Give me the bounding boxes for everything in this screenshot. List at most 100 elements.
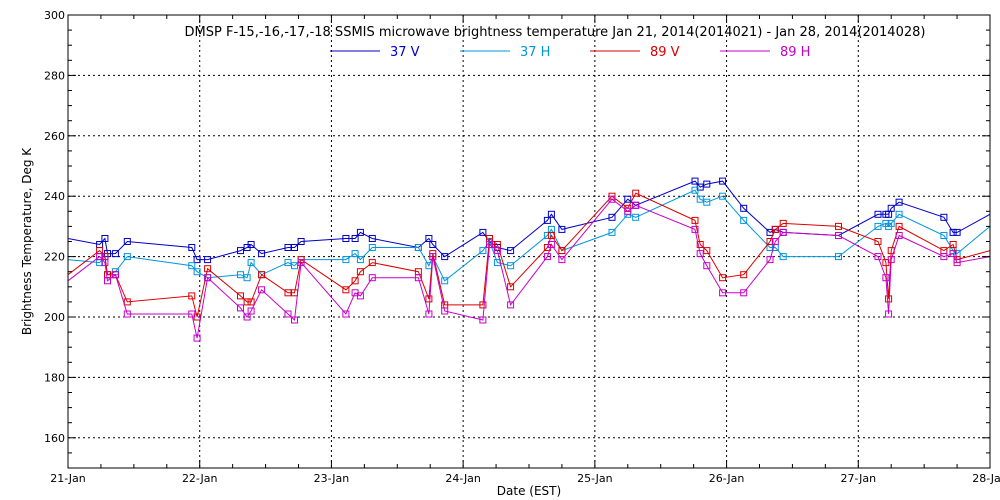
data-point xyxy=(188,310,196,318)
series-line xyxy=(67,189,991,282)
data-point xyxy=(96,253,104,261)
data-point xyxy=(835,232,842,239)
data-point xyxy=(766,238,774,245)
y-tick-label: 300 xyxy=(44,9,65,22)
data-point xyxy=(104,277,111,285)
axis-ticks: 21-Jan 22-Jan 23-Jan 24-Jan 25-Jan 26-Jan 27-J… xyxy=(44,9,1000,485)
data-point xyxy=(940,253,948,261)
y-tick-label: 240 xyxy=(44,190,65,203)
data-point xyxy=(493,247,501,255)
data-point xyxy=(425,295,433,303)
data-point xyxy=(368,244,376,251)
data-point xyxy=(719,274,727,282)
data-point xyxy=(835,253,842,261)
data-point xyxy=(558,256,566,264)
data-point xyxy=(441,277,449,285)
data-point xyxy=(940,232,948,239)
series-line xyxy=(67,180,991,261)
data-point xyxy=(123,310,131,318)
data-point xyxy=(691,225,699,233)
data-point xyxy=(237,292,244,300)
data-point xyxy=(953,259,961,267)
data-point xyxy=(204,256,212,264)
data-point xyxy=(632,201,640,209)
data-point xyxy=(356,268,364,276)
data-point xyxy=(188,244,196,251)
data-point xyxy=(414,274,422,282)
data-point xyxy=(740,271,748,279)
grid-lines xyxy=(68,15,990,468)
data-point xyxy=(953,228,961,236)
data-point xyxy=(887,204,895,212)
data-point xyxy=(608,195,616,203)
series-37-v xyxy=(67,177,991,264)
data-point xyxy=(740,289,748,297)
y-tick-label: 160 xyxy=(44,432,65,445)
data-point xyxy=(425,235,433,242)
data-point xyxy=(874,210,882,218)
data-point xyxy=(895,210,903,218)
x-tick-label: 28-Jan xyxy=(972,472,1000,485)
chart-title: DMSP F-15,-16,-17,-18 SSMIS microwave br… xyxy=(185,25,926,40)
data-point xyxy=(356,256,364,264)
data-point xyxy=(486,241,493,248)
data-point xyxy=(291,244,298,251)
data-point xyxy=(874,238,882,245)
data-point xyxy=(101,259,109,267)
legend-label: 89 V xyxy=(650,45,680,60)
data-point xyxy=(558,247,566,255)
x-tick-label: 24-Jan xyxy=(445,472,481,485)
data-point xyxy=(887,256,895,264)
data-point xyxy=(429,241,437,248)
data-point xyxy=(441,307,449,315)
data-point xyxy=(949,241,957,248)
data-point xyxy=(771,225,779,233)
data-point xyxy=(425,310,433,318)
legend-label: 37 V xyxy=(390,45,420,60)
data-point xyxy=(719,289,727,297)
data-point xyxy=(368,259,376,267)
data-point xyxy=(297,238,305,245)
data-point xyxy=(949,250,957,258)
data-point xyxy=(558,225,566,233)
data-point xyxy=(696,241,704,248)
data-point xyxy=(342,310,350,318)
series-line xyxy=(67,192,991,318)
data-point xyxy=(123,253,131,261)
data-point xyxy=(193,334,201,342)
x-tick-label: 21-Jan xyxy=(50,472,86,485)
data-point xyxy=(779,219,787,227)
data-point xyxy=(608,213,616,221)
data-point xyxy=(204,265,212,273)
data-point xyxy=(204,274,212,282)
data-point xyxy=(247,259,255,267)
data-point xyxy=(949,228,957,236)
data-point xyxy=(895,222,903,230)
data-point xyxy=(624,207,632,215)
x-tick-label: 26-Jan xyxy=(709,472,745,485)
data-point xyxy=(885,310,893,318)
data-point xyxy=(696,250,704,258)
data-point xyxy=(547,241,555,248)
data-point xyxy=(237,271,244,279)
series-89-h xyxy=(67,195,991,342)
data-point xyxy=(696,195,704,203)
data-point xyxy=(368,274,376,282)
y-tick-label: 180 xyxy=(44,371,65,384)
data-point xyxy=(874,253,882,261)
data-point xyxy=(895,198,903,206)
data-point xyxy=(740,216,748,224)
x-tick-label: 23-Jan xyxy=(314,472,350,485)
data-point xyxy=(507,262,515,270)
data-point xyxy=(291,262,298,270)
data-point xyxy=(766,256,774,264)
data-point xyxy=(243,313,251,321)
data-point xyxy=(691,216,699,224)
data-point xyxy=(632,189,640,197)
data-point xyxy=(414,244,422,251)
data-point xyxy=(247,241,255,248)
legend: 37 V 37 H 89 V 89 H xyxy=(330,45,810,60)
data-point xyxy=(368,235,376,242)
x-tick-label: 22-Jan xyxy=(182,472,218,485)
